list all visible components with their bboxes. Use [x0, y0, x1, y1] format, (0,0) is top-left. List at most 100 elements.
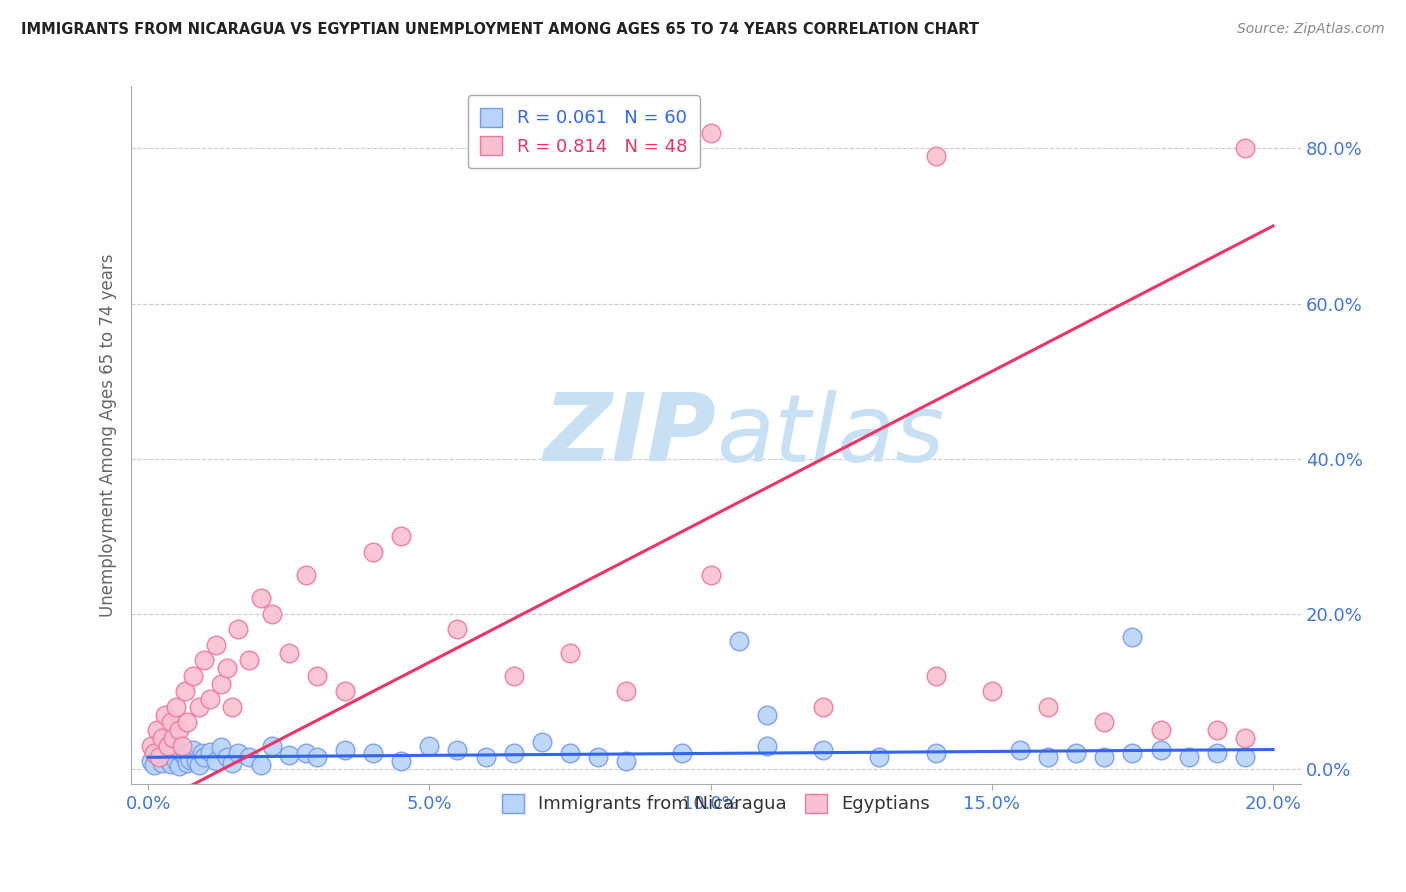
Point: [153, 742, 176, 756]
Point: [238, 653, 260, 667]
Point: [558, 646, 581, 660]
Point: [558, 747, 581, 761]
Point: [249, 591, 271, 606]
Point: [305, 669, 328, 683]
Point: [198, 745, 221, 759]
Point: [226, 622, 249, 636]
Point: [1233, 750, 1256, 764]
Point: [1205, 723, 1227, 738]
Point: [193, 653, 215, 667]
Point: [277, 747, 299, 762]
Point: [980, 684, 1002, 698]
Point: [148, 750, 170, 764]
Point: [811, 742, 834, 756]
Point: [1121, 630, 1143, 644]
Point: [1149, 742, 1171, 756]
Point: [361, 747, 384, 761]
Point: [165, 754, 187, 768]
Point: [142, 758, 165, 772]
Point: [167, 759, 190, 773]
Point: [1233, 141, 1256, 155]
Text: IMMIGRANTS FROM NICARAGUA VS EGYPTIAN UNEMPLOYMENT AMONG AGES 65 TO 74 YEARS COR: IMMIGRANTS FROM NICARAGUA VS EGYPTIAN UN…: [21, 22, 979, 37]
Point: [755, 707, 778, 722]
Point: [139, 754, 162, 768]
Point: [1036, 699, 1059, 714]
Point: [1092, 750, 1115, 764]
Point: [671, 747, 693, 761]
Point: [1233, 731, 1256, 745]
Y-axis label: Unemployment Among Ages 65 to 74 years: Unemployment Among Ages 65 to 74 years: [100, 253, 117, 617]
Point: [181, 742, 204, 756]
Point: [924, 149, 946, 163]
Point: [156, 753, 179, 767]
Point: [209, 740, 232, 755]
Point: [446, 622, 468, 636]
Point: [187, 699, 209, 714]
Point: [145, 723, 167, 738]
Point: [187, 758, 209, 772]
Point: [586, 750, 609, 764]
Point: [389, 529, 412, 543]
Point: [181, 669, 204, 683]
Point: [139, 739, 162, 753]
Point: [305, 750, 328, 764]
Text: atlas: atlas: [716, 390, 945, 481]
Point: [1121, 747, 1143, 761]
Point: [215, 750, 238, 764]
Point: [184, 754, 207, 768]
Point: [170, 739, 193, 753]
Point: [699, 568, 721, 582]
Point: [150, 731, 173, 745]
Point: [699, 126, 721, 140]
Point: [142, 747, 165, 761]
Legend: Immigrants from Nicaragua, Egyptians: Immigrants from Nicaragua, Egyptians: [492, 783, 941, 824]
Point: [145, 747, 167, 761]
Point: [446, 742, 468, 756]
Point: [1008, 742, 1031, 756]
Point: [176, 715, 198, 730]
Point: [238, 750, 260, 764]
Point: [530, 735, 553, 749]
Text: ZIP: ZIP: [543, 390, 716, 482]
Point: [190, 747, 212, 761]
Point: [502, 669, 524, 683]
Point: [156, 739, 179, 753]
Point: [1036, 750, 1059, 764]
Point: [204, 638, 226, 652]
Point: [277, 646, 299, 660]
Point: [193, 750, 215, 764]
Point: [474, 750, 496, 764]
Point: [1205, 747, 1227, 761]
Point: [221, 756, 243, 770]
Point: [162, 747, 184, 762]
Point: [1149, 723, 1171, 738]
Point: [868, 750, 890, 764]
Point: [1177, 750, 1199, 764]
Point: [924, 669, 946, 683]
Point: [170, 747, 193, 761]
Point: [614, 754, 637, 768]
Point: [502, 747, 524, 761]
Point: [389, 754, 412, 768]
Point: [159, 715, 181, 730]
Point: [260, 607, 283, 621]
Point: [226, 747, 249, 761]
Point: [333, 742, 356, 756]
Point: [153, 707, 176, 722]
Point: [614, 684, 637, 698]
Point: [727, 634, 749, 648]
Point: [215, 661, 238, 675]
Point: [204, 754, 226, 768]
Point: [755, 739, 778, 753]
Point: [179, 753, 201, 767]
Point: [361, 545, 384, 559]
Point: [165, 699, 187, 714]
Point: [249, 758, 271, 772]
Text: Source: ZipAtlas.com: Source: ZipAtlas.com: [1237, 22, 1385, 37]
Point: [418, 739, 440, 753]
Point: [333, 684, 356, 698]
Point: [176, 756, 198, 770]
Point: [924, 747, 946, 761]
Point: [260, 739, 283, 753]
Point: [1064, 747, 1087, 761]
